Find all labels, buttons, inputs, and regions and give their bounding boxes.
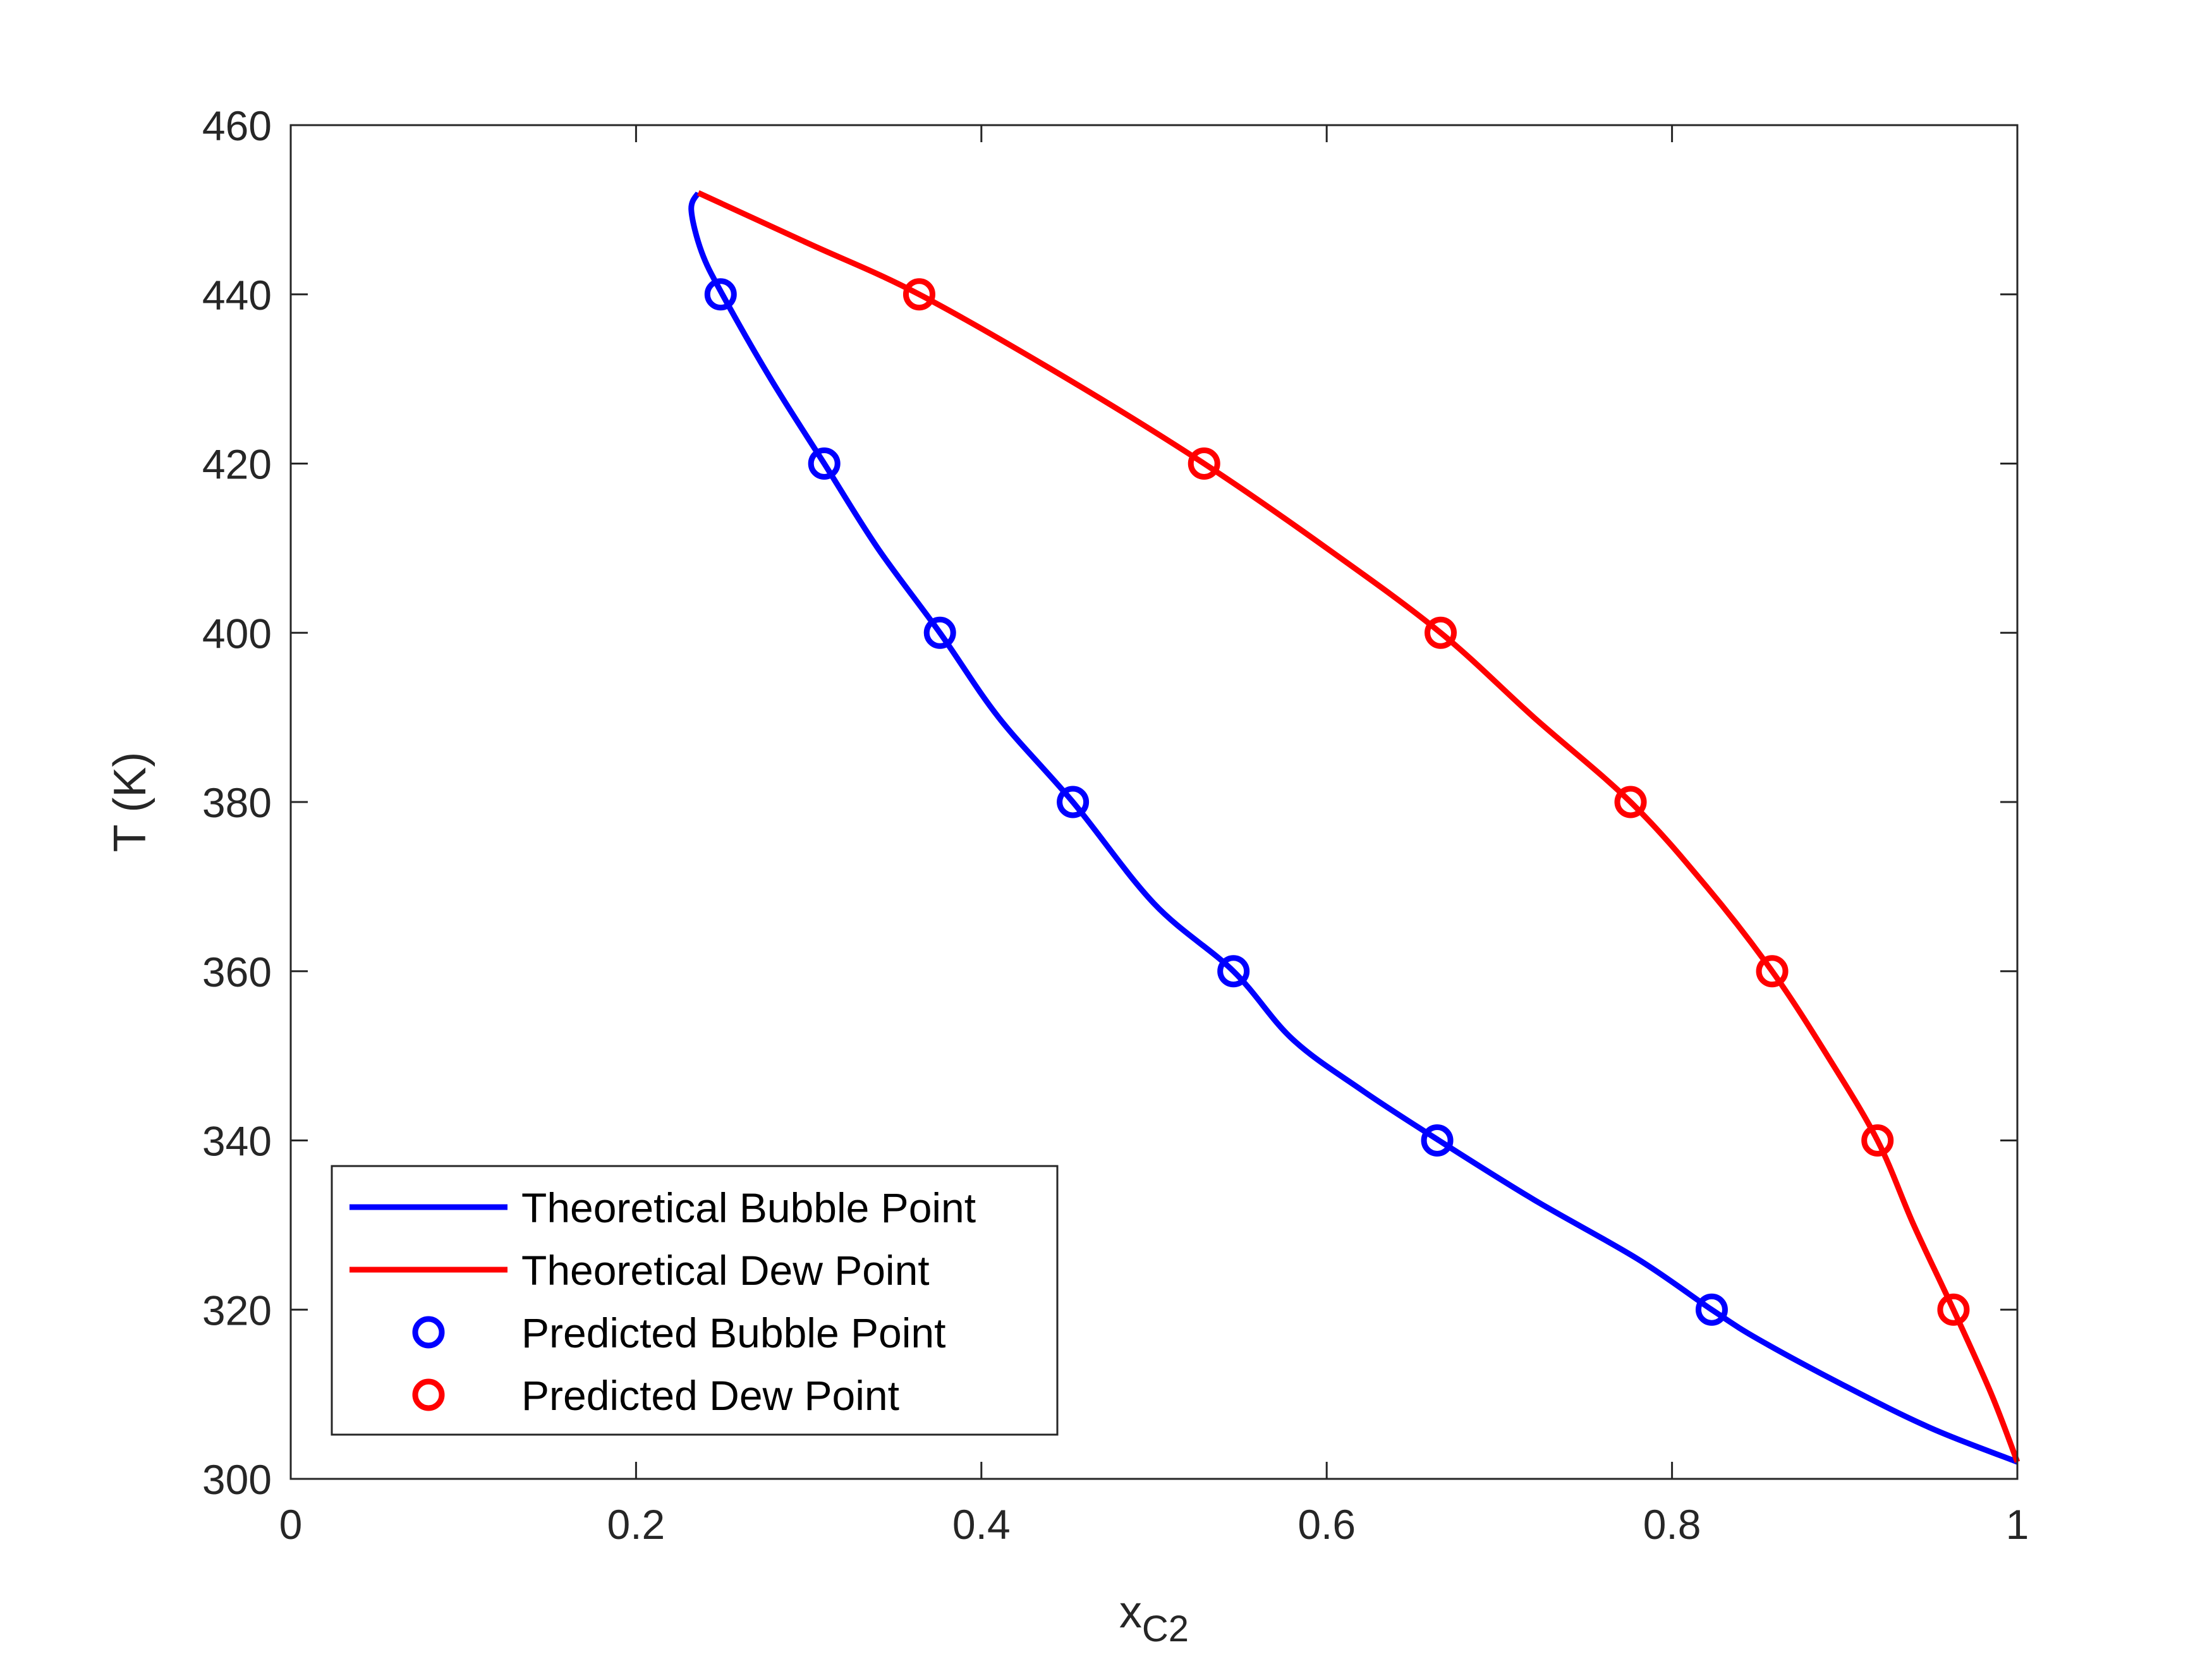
legend-entry-label: Theoretical Bubble Point bbox=[521, 1184, 976, 1231]
tick-labels: 0 0.2 0.4 0.6 0.8 1 300 320 340 360 380 400 420 440 46… bbox=[202, 102, 2029, 1548]
y-tick-label: 300 bbox=[202, 1456, 272, 1503]
data-point-marker bbox=[1756, 955, 1789, 988]
data-point-marker bbox=[902, 278, 935, 311]
x-tick-label: 0.2 bbox=[607, 1501, 665, 1548]
x-tick-label: 0.4 bbox=[952, 1501, 1011, 1548]
x-tick-label: 0.8 bbox=[1643, 1501, 1701, 1548]
data-point-marker bbox=[704, 278, 737, 311]
y-tick-label: 440 bbox=[202, 272, 272, 319]
series-line-1 bbox=[696, 190, 2021, 1463]
data-point-marker bbox=[1057, 786, 1090, 818]
legend-marker-swatch bbox=[412, 1378, 445, 1411]
data-point-marker bbox=[1217, 955, 1250, 988]
data-point-marker bbox=[808, 447, 841, 480]
y-axis-label: T (K) bbox=[105, 752, 155, 853]
x-axis-label-main: x bbox=[1119, 1587, 1142, 1638]
x-axis-label: xC2 bbox=[1119, 1587, 1189, 1650]
data-point-marker bbox=[923, 616, 956, 649]
y-tick-label: 460 bbox=[202, 102, 272, 149]
axes-box bbox=[289, 124, 2019, 1480]
y-tick-label: 340 bbox=[202, 1118, 272, 1165]
data-point-marker bbox=[1188, 447, 1220, 480]
plot-lines bbox=[688, 190, 2021, 1465]
x-axis-label-subscript: C2 bbox=[1142, 1608, 1189, 1650]
series-line-0 bbox=[688, 191, 2019, 1465]
legend-entry-label: Predicted Dew Point bbox=[521, 1372, 899, 1419]
y-tick-label: 400 bbox=[202, 610, 272, 657]
x-tick-label: 0.6 bbox=[1297, 1501, 1356, 1548]
data-point-marker bbox=[1425, 616, 1457, 649]
y-tick-label: 420 bbox=[202, 441, 272, 488]
x-tick-label: 1 bbox=[2006, 1501, 2029, 1548]
legend-marker-swatch bbox=[412, 1316, 445, 1349]
data-point-marker bbox=[1421, 1124, 1454, 1157]
data-point-marker bbox=[1937, 1293, 1970, 1326]
y-tick-label: 380 bbox=[202, 779, 272, 826]
y-tick-label: 360 bbox=[202, 949, 272, 995]
x-tick-label: 0 bbox=[279, 1501, 303, 1548]
data-point-marker bbox=[1695, 1293, 1728, 1326]
legend: Theoretical Bubble Point Theoretical Dew … bbox=[331, 1165, 1059, 1436]
legend-entry-label: Theoretical Dew Point bbox=[521, 1247, 930, 1294]
y-tick-label: 320 bbox=[202, 1287, 272, 1334]
legend-box bbox=[331, 1165, 1059, 1436]
data-point-marker bbox=[1861, 1124, 1894, 1157]
legend-entry-label: Predicted Bubble Point bbox=[521, 1310, 945, 1356]
data-point-marker bbox=[1614, 786, 1647, 818]
plot-markers bbox=[704, 278, 1970, 1326]
